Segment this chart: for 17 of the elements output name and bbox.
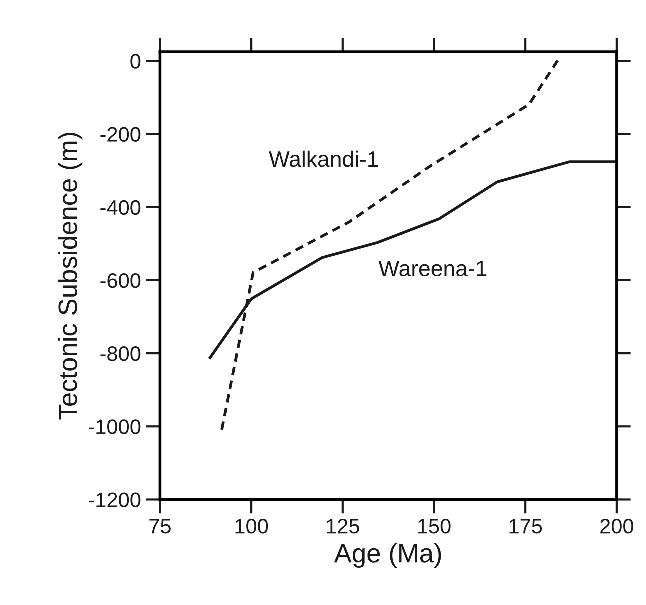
x-tick-label: 200 bbox=[600, 519, 634, 534]
y-tick-label: -1000 bbox=[89, 420, 141, 434]
y-tick-label: -200 bbox=[100, 127, 141, 142]
x-tick-label: 150 bbox=[418, 519, 451, 534]
y-tick-label: -1200 bbox=[89, 492, 141, 508]
x-tick-label: 75 bbox=[150, 519, 171, 534]
y-tick-label: -400 bbox=[100, 200, 141, 216]
y-tick-label: -800 bbox=[100, 346, 141, 362]
y-axis-title: Tectonic Subsidence (m) bbox=[58, 133, 83, 420]
y-tick-label: 0 bbox=[130, 54, 141, 69]
series-label: Wareena-1 bbox=[378, 261, 487, 277]
x-tick-label: 125 bbox=[327, 519, 360, 534]
series-label: Walkandi-1 bbox=[269, 150, 378, 168]
x-tick-label: 100 bbox=[236, 519, 268, 534]
y-tick-label: -600 bbox=[100, 273, 141, 288]
x-tick-label: 175 bbox=[510, 519, 542, 534]
x-axis-title: Age (Ma) bbox=[334, 543, 442, 568]
